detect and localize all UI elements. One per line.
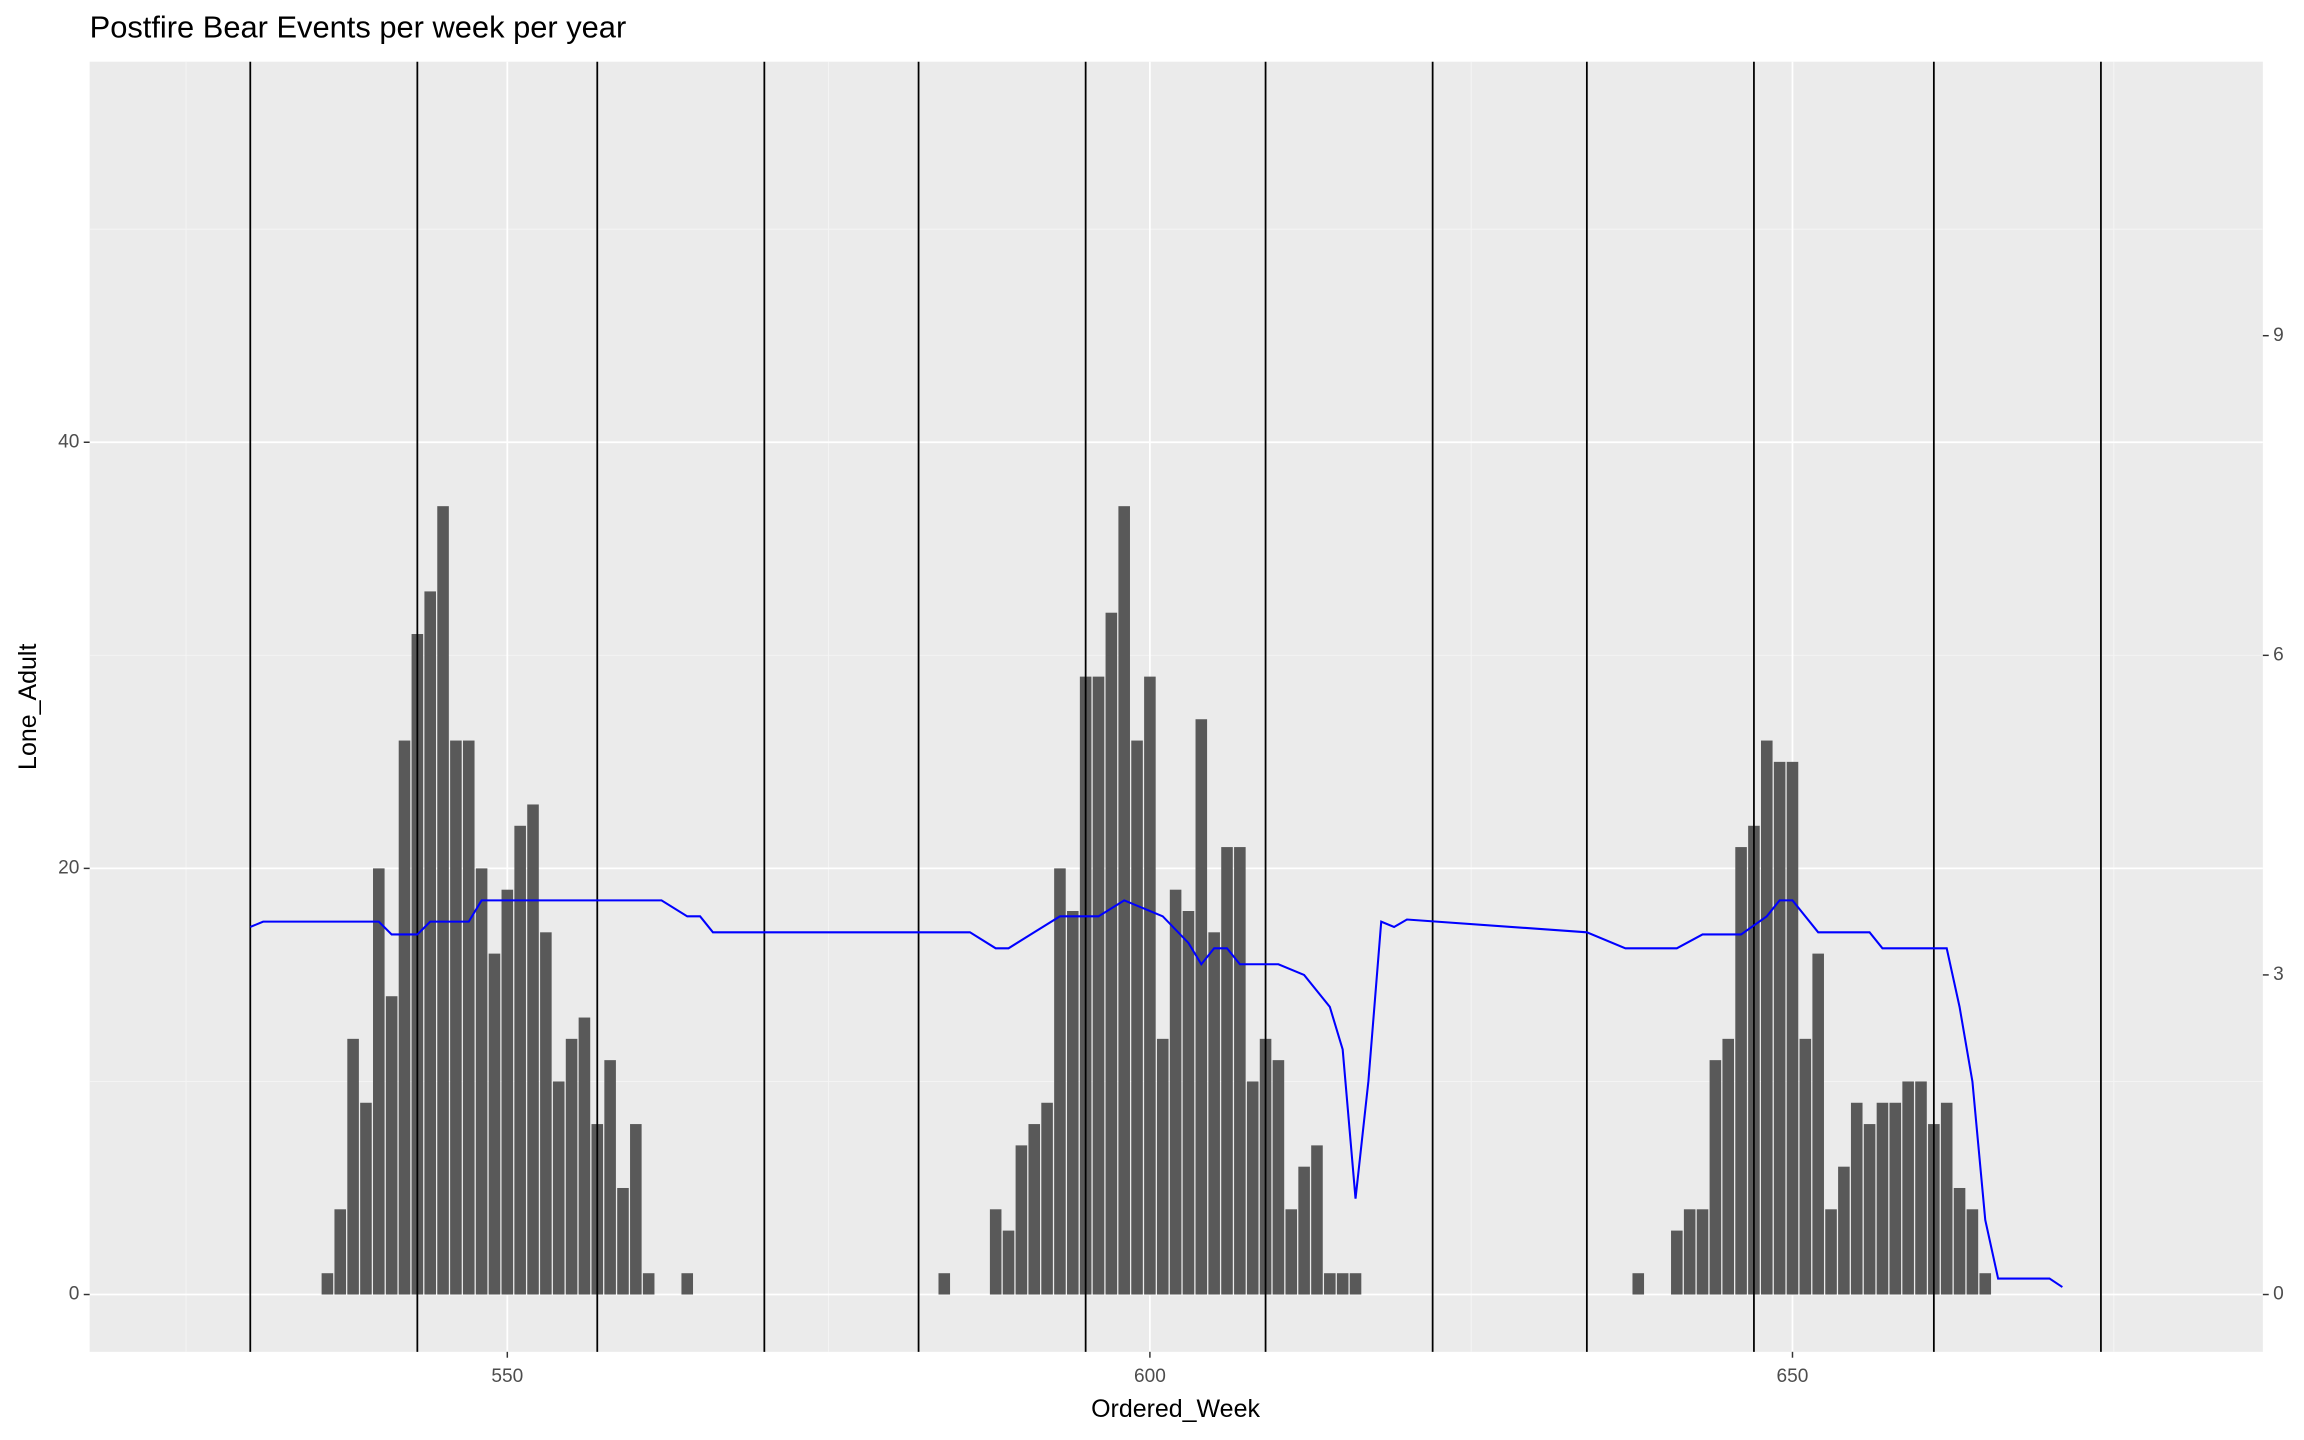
bar	[1131, 740, 1143, 1295]
bar	[450, 740, 462, 1295]
bar	[681, 1273, 694, 1295]
bar	[1311, 1145, 1323, 1295]
y2-tick-label: 6	[2273, 644, 2284, 665]
bar	[1735, 847, 1747, 1295]
bar	[1015, 1145, 1028, 1295]
bar	[1940, 1102, 1953, 1295]
x-tick-label: 550	[491, 1366, 523, 1387]
bar	[1889, 1102, 1902, 1295]
bar	[1298, 1166, 1310, 1295]
y2-tick-label: 9	[2273, 325, 2284, 346]
bar	[1221, 847, 1233, 1295]
bar	[552, 1081, 565, 1295]
y-tick-label: 20	[58, 857, 79, 878]
bar	[437, 506, 449, 1295]
bar	[1773, 761, 1786, 1295]
bar	[1182, 911, 1195, 1295]
y-tick-label: 0	[69, 1284, 80, 1305]
bar	[424, 591, 436, 1295]
bar	[1760, 740, 1773, 1295]
bar	[1092, 676, 1105, 1295]
bar	[1195, 719, 1208, 1295]
y2-tick-label: 3	[2273, 964, 2284, 985]
line	[249, 899, 2063, 1288]
bar	[1028, 1124, 1041, 1295]
bar	[1349, 1273, 1362, 1295]
y-axis-label: Lone_Adult	[14, 644, 42, 770]
bar	[1915, 1081, 1927, 1295]
bar	[462, 740, 475, 1295]
bar	[1002, 1230, 1015, 1295]
bar	[1850, 1102, 1863, 1295]
bar	[578, 1017, 591, 1295]
y-tick-label: 40	[58, 431, 79, 452]
bar	[630, 1124, 642, 1295]
bar	[938, 1273, 951, 1295]
y2-tick-label: 0	[2273, 1284, 2284, 1305]
bar	[1863, 1124, 1876, 1295]
bar	[989, 1209, 1002, 1295]
bar	[1156, 1038, 1169, 1295]
bar	[1709, 1060, 1722, 1295]
bar	[1722, 1038, 1735, 1295]
bar	[1324, 1273, 1336, 1295]
bar	[1234, 847, 1246, 1295]
bar	[1825, 1209, 1837, 1295]
bar	[1671, 1230, 1683, 1295]
bar	[1246, 1081, 1259, 1295]
x-tick-label: 600	[1134, 1366, 1166, 1387]
bar	[385, 996, 398, 1295]
bar	[1336, 1273, 1349, 1295]
bar	[347, 1038, 359, 1295]
bar	[1054, 868, 1066, 1295]
bar	[1786, 761, 1799, 1295]
bar	[1272, 1060, 1285, 1295]
bar	[604, 1060, 616, 1295]
bar	[1696, 1209, 1709, 1295]
bar	[514, 825, 526, 1295]
bar	[360, 1102, 372, 1295]
bar	[1067, 911, 1079, 1295]
bar	[1632, 1273, 1645, 1295]
bar	[565, 1038, 578, 1295]
bar	[617, 1187, 629, 1295]
bar	[1953, 1187, 1966, 1295]
bar	[1683, 1209, 1696, 1295]
bar	[488, 953, 501, 1295]
bar	[1208, 932, 1220, 1295]
bar	[1105, 612, 1118, 1295]
bar	[1876, 1102, 1889, 1295]
bar	[373, 868, 385, 1295]
bar	[540, 932, 552, 1295]
bar	[642, 1273, 655, 1295]
bar	[527, 804, 539, 1295]
bar	[1838, 1166, 1850, 1295]
bar	[334, 1209, 347, 1295]
bar	[1285, 1209, 1298, 1295]
bar	[475, 868, 488, 1295]
bar	[501, 889, 514, 1295]
bar	[1144, 676, 1156, 1295]
bar	[1979, 1273, 1992, 1295]
bar	[1799, 1038, 1812, 1295]
bar	[398, 740, 411, 1295]
x-tick-label: 650	[1777, 1366, 1809, 1387]
bar	[321, 1273, 334, 1295]
bar	[1966, 1209, 1979, 1295]
x-axis-label: Ordered_Week	[1091, 1395, 1260, 1423]
bar	[1041, 1102, 1053, 1295]
bar	[1812, 953, 1824, 1295]
bar	[1169, 889, 1182, 1295]
chart-title: Postfire Bear Events per week per year	[90, 10, 627, 45]
bar	[1902, 1081, 1914, 1295]
